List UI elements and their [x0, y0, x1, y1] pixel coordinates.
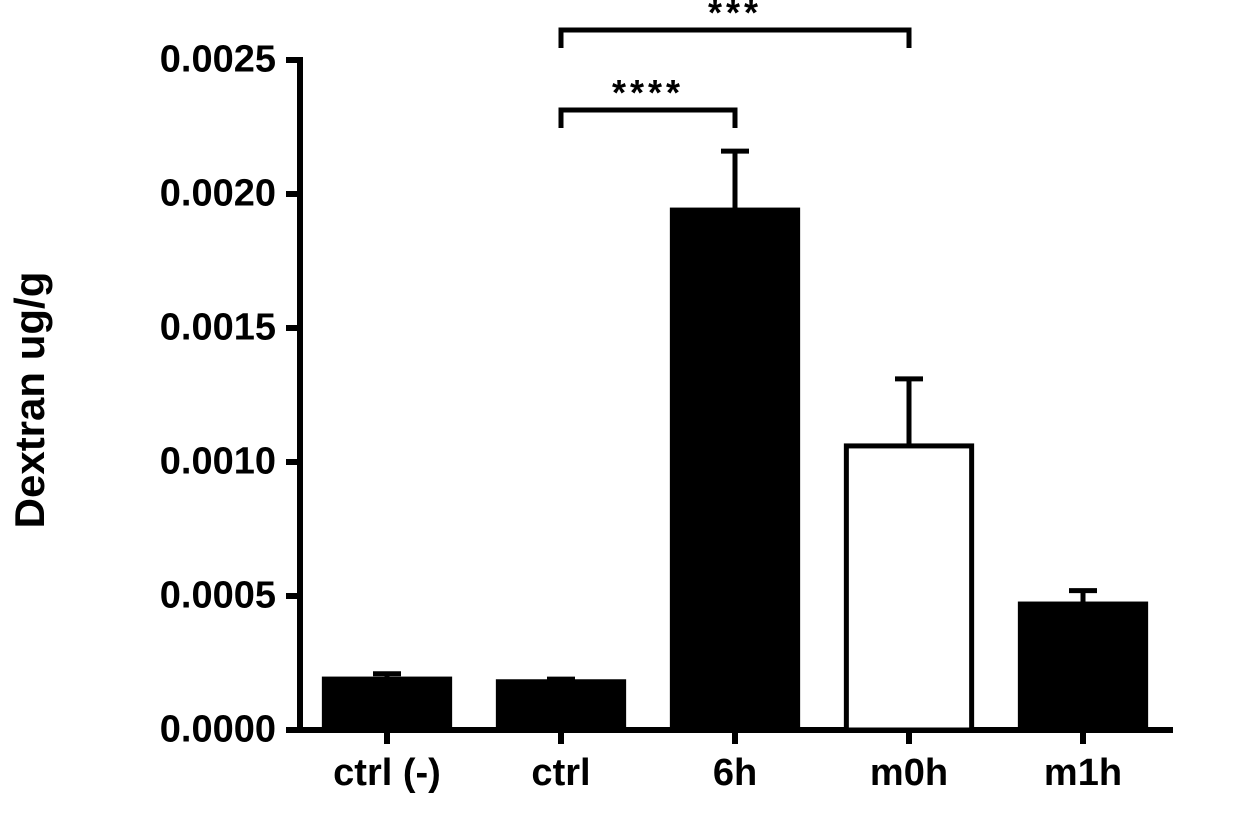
chart-svg	[0, 0, 1240, 825]
x-tick-label: ctrl	[531, 752, 590, 795]
y-tick-label: 0.0020	[160, 173, 276, 216]
y-tick-label: 0.0010	[160, 441, 276, 484]
x-tick-label: 6h	[713, 752, 757, 795]
y-tick-label: 0.0000	[160, 709, 276, 752]
x-tick-label: m0h	[870, 752, 948, 795]
significance-label: ****	[612, 72, 684, 114]
y-tick-label: 0.0015	[160, 307, 276, 350]
y-tick-label: 0.0025	[160, 39, 276, 82]
bar-chart: Dextran ug/g 0.0000 0.0005 0.0010 0.0015 0.0…	[0, 0, 1240, 825]
x-tick-label: ctrl (-)	[333, 752, 441, 795]
significance-label: ***	[708, 0, 762, 34]
y-tick-label: 0.0005	[160, 575, 276, 618]
x-tick-label: m1h	[1044, 752, 1122, 795]
y-axis-label: Dextran ug/g	[6, 272, 54, 529]
